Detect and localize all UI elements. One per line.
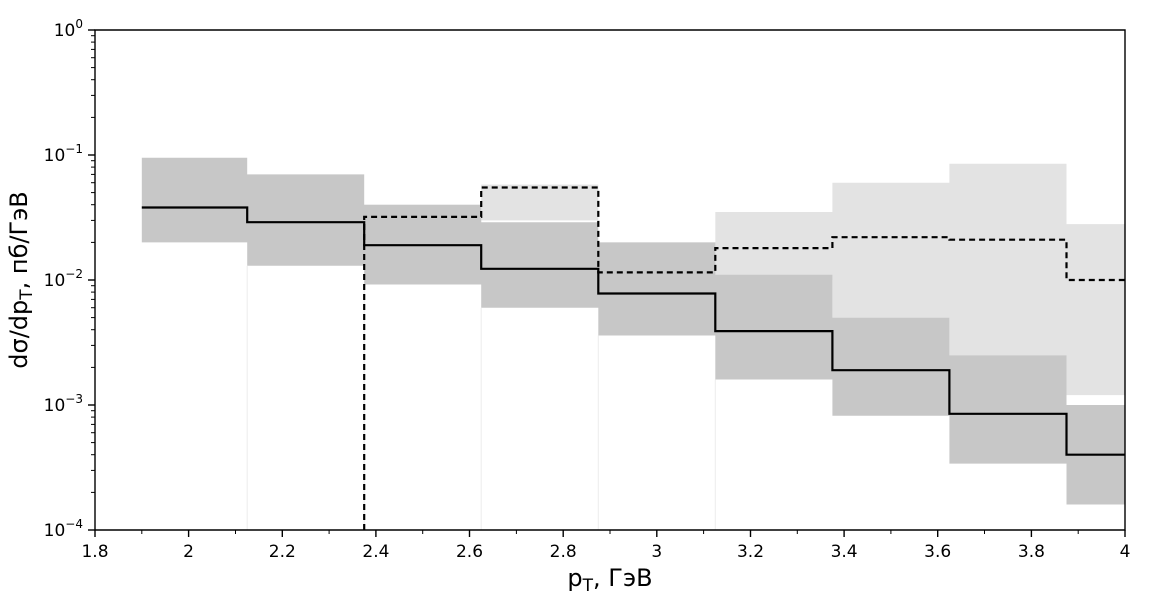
x-tick-label: 2	[183, 542, 194, 562]
y-tick-label: 10−3	[44, 392, 83, 416]
x-tick-label: 3.8	[1018, 542, 1045, 562]
x-tick-label: 2.4	[362, 542, 389, 562]
y-tick-label: 10−1	[44, 142, 83, 166]
x-tick-label: 1.8	[81, 542, 108, 562]
x-tick-label: 2.2	[269, 542, 296, 562]
y-tick-label: 100	[54, 17, 83, 41]
x-tick-label: 4	[1120, 542, 1131, 562]
x-tick-label: 3.6	[924, 542, 951, 562]
x-tick-label: 3	[651, 542, 662, 562]
x-tick-label: 2.6	[456, 542, 483, 562]
x-axis-label: pT, ГэВ	[567, 564, 652, 596]
x-tick-label: 3.4	[831, 542, 858, 562]
y-tick-label: 10−4	[44, 517, 83, 541]
y-tick-label: 10−2	[44, 267, 83, 291]
solid-histogram-step-line	[141, 206, 1125, 456]
dashed-histogram-step-line	[363, 186, 1125, 530]
y-axis-label: dσ/dpT, пб/ГэВ	[5, 191, 37, 369]
x-tick-label: 3.2	[737, 542, 764, 562]
x-tick-label: 2.8	[550, 542, 577, 562]
